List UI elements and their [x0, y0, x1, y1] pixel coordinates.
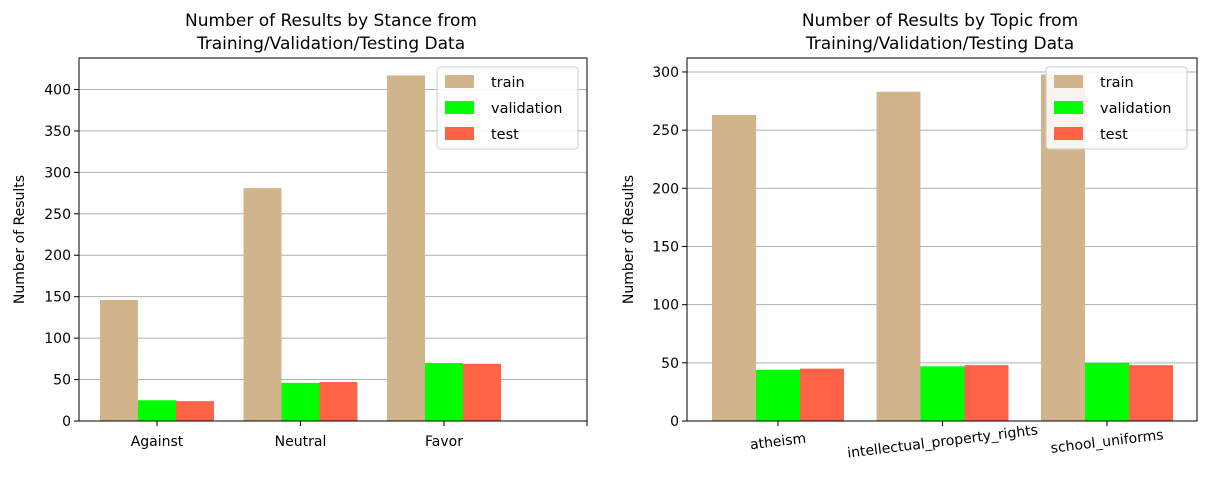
bar-validation-Neutral [281, 382, 320, 421]
axes-frame [686, 57, 1198, 422]
y-tick-label: 50 [53, 373, 71, 389]
y-tick-label: 300 [44, 165, 71, 181]
x-tick-label: atheism [749, 431, 807, 454]
y-tick-label: 350 [44, 124, 71, 140]
chart-title-line-1: Number of Results by Stance from [185, 11, 477, 31]
bar-test-Against [176, 401, 214, 421]
bar-test-school_uniforms [1129, 365, 1173, 421]
bar-train-Neutral [243, 188, 282, 421]
legend-label-train: train [1100, 75, 1134, 91]
legend-label-train: train [491, 75, 525, 91]
y-axis-label: Number of Results [12, 175, 28, 304]
y-tick-label: 50 [661, 356, 679, 372]
bar-validation-school_uniforms [1085, 362, 1129, 421]
legend-swatch-test [1054, 127, 1083, 140]
x-tick-label: school_uniforms [1050, 427, 1165, 457]
chart-title-line-1: Number of Results by Topic from [802, 11, 1078, 31]
y-axis-label: Number of Results [621, 175, 637, 304]
y-tick-label: 100 [44, 331, 71, 347]
y-tick-label: 0 [670, 414, 679, 430]
legend-swatch-validation [445, 101, 474, 114]
legend-swatch-train [445, 75, 474, 88]
y-tick-label: 250 [44, 207, 71, 223]
y-tick-label: 150 [652, 239, 679, 255]
bar-validation-Against [138, 400, 176, 421]
bar-test-Favor [463, 363, 501, 421]
legend-label-test: test [1100, 127, 1128, 143]
legend-swatch-validation [1054, 101, 1083, 114]
bar-validation-intellectual_property_rights [920, 366, 965, 421]
legend-swatch-train [1054, 75, 1083, 88]
legend-label-validation: validation [491, 101, 562, 117]
y-tick-label: 250 [652, 123, 679, 139]
legend-label-validation: validation [1100, 101, 1171, 117]
bar-validation-Favor [425, 362, 463, 421]
legend: train validation test [436, 66, 579, 150]
bar-train-intellectual_property_rights [876, 91, 921, 421]
y-tick-label: 200 [652, 181, 679, 197]
bar-validation-atheism [756, 369, 800, 421]
legend: train validation test [1045, 66, 1188, 150]
bar-train-Against [100, 300, 138, 421]
y-tick-label: 300 [652, 65, 679, 81]
x-tick-label: Favor [425, 434, 463, 450]
x-tick-label: Neutral [275, 434, 327, 450]
x-tick-label: intellectual_property_rights [846, 422, 1038, 461]
y-tick-label: 100 [652, 298, 679, 314]
x-tick-label: Against [131, 434, 184, 450]
y-tick-label: 150 [44, 290, 71, 306]
legend-swatch-test [445, 127, 474, 140]
y-tick-label: 0 [62, 414, 71, 430]
chart-1: Number of Results by Stance from Training… [12, 11, 588, 450]
chart-title-line-2: Training/Validation/Testing Data [196, 34, 465, 54]
bar-test-intellectual_property_rights [964, 365, 1009, 421]
bar-train-atheism [712, 115, 756, 421]
bar-test-atheism [800, 368, 844, 421]
bar-train-Favor [387, 75, 425, 421]
chart-2: Number of Results by Topic from Training/… [621, 11, 1198, 462]
bar-test-Neutral [319, 382, 358, 421]
legend-label-test: test [491, 127, 519, 143]
y-tick-label: 400 [44, 82, 71, 98]
chart-title-line-2: Training/Validation/Testing Data [805, 34, 1074, 54]
y-tick-label: 200 [44, 248, 71, 264]
axes-frame [78, 57, 588, 422]
